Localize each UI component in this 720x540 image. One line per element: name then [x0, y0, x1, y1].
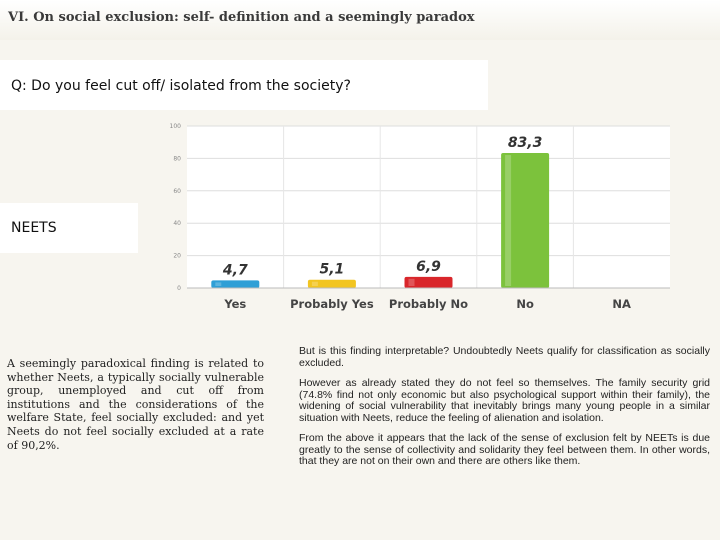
y-tick-label: 0 — [177, 285, 181, 292]
data-label: 4,7 — [222, 262, 248, 278]
right-paragraph-3: From the above it appears that the lack … — [299, 432, 710, 467]
bar-highlight — [408, 278, 415, 286]
neets-label-box — [0, 203, 138, 253]
right-column: But is this finding interpretable? Undou… — [299, 345, 710, 477]
bar — [307, 279, 356, 288]
title-bar — [0, 0, 720, 40]
right-paragraph-1: But is this finding interpretable? Undou… — [299, 345, 710, 369]
question-box — [0, 60, 488, 110]
y-tick-label: 100 — [170, 123, 182, 130]
x-tick-label: Probably Yes — [290, 297, 374, 311]
bar-highlight — [215, 282, 222, 286]
bar-highlight — [311, 281, 318, 286]
right-paragraph-2: However as already stated they do not fe… — [299, 377, 710, 424]
bar-chart: 0 20 40 60 80 100 4,7 Yes 5,1 Probably Yes 6,9 Prob… — [170, 123, 670, 311]
y-tick-label: 60 — [173, 188, 181, 195]
plot-area — [187, 126, 670, 288]
bar — [404, 276, 453, 288]
bar — [501, 153, 550, 288]
bar — [211, 280, 260, 288]
question-text: Q: Do you feel cut off/ isolated from th… — [11, 78, 351, 94]
bar-highlight — [505, 155, 512, 286]
y-tick-label: 80 — [173, 155, 181, 162]
left-paragraph: A seemingly paradoxical finding is relat… — [7, 357, 264, 452]
data-label: 83,3 — [508, 135, 543, 151]
slide-title: VI. On social exclusion: self- definitio… — [8, 10, 475, 25]
y-tick-label: 20 — [173, 253, 181, 260]
data-label: 5,1 — [319, 262, 344, 278]
data-label: 6,9 — [416, 259, 441, 275]
x-tick-label: NA — [612, 297, 631, 311]
x-tick-label: Yes — [223, 297, 246, 311]
y-tick-label: 40 — [173, 220, 181, 227]
group-label: NEETS — [11, 220, 57, 236]
x-tick-label: No — [516, 297, 534, 311]
x-tick-label: Probably No — [389, 297, 468, 311]
